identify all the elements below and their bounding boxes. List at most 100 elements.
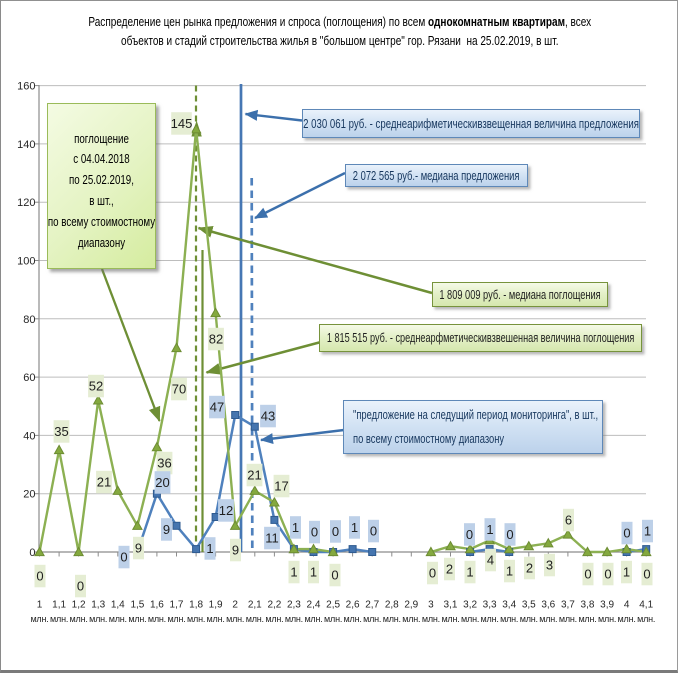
- svg-text:1: 1: [206, 541, 213, 556]
- svg-text:9: 9: [232, 543, 239, 558]
- svg-text:160: 160: [17, 81, 35, 93]
- svg-text:6: 6: [565, 513, 572, 528]
- svg-text:1,1: 1,1: [52, 600, 66, 611]
- svg-text:4: 4: [487, 553, 494, 568]
- svg-text:21: 21: [97, 475, 111, 490]
- svg-text:3,2: 3,2: [463, 600, 477, 611]
- svg-text:3: 3: [428, 600, 434, 611]
- svg-text:0: 0: [29, 547, 35, 559]
- svg-text:0: 0: [36, 569, 43, 584]
- svg-text:2,5: 2,5: [326, 600, 340, 611]
- svg-text:145: 145: [171, 116, 193, 131]
- svg-text:140: 140: [17, 139, 35, 151]
- svg-text:20: 20: [155, 475, 169, 490]
- svg-text:0: 0: [77, 579, 84, 594]
- svg-text:млн.: млн.: [70, 614, 88, 624]
- svg-text:52: 52: [89, 379, 103, 394]
- svg-text:млн.: млн.: [520, 614, 538, 624]
- svg-text:40: 40: [23, 430, 35, 442]
- svg-text:9: 9: [163, 522, 170, 537]
- svg-text:1: 1: [623, 565, 630, 580]
- svg-text:млн.: млн.: [324, 614, 342, 624]
- svg-text:2,8: 2,8: [385, 600, 399, 611]
- svg-text:млн.: млн.: [500, 614, 518, 624]
- svg-text:млн.: млн.: [344, 614, 362, 624]
- svg-text:млн.: млн.: [383, 614, 401, 624]
- svg-text:1,6: 1,6: [150, 600, 164, 611]
- svg-text:4: 4: [624, 600, 630, 611]
- svg-text:2,2: 2,2: [267, 600, 281, 611]
- svg-text:1,7: 1,7: [170, 600, 184, 611]
- svg-text:1: 1: [292, 520, 299, 535]
- svg-text:2,9: 2,9: [404, 600, 418, 611]
- svg-text:млн.: млн.: [89, 614, 107, 624]
- svg-text:1,8: 1,8: [189, 600, 203, 611]
- svg-text:3,5: 3,5: [522, 600, 536, 611]
- svg-text:3,6: 3,6: [541, 600, 555, 611]
- svg-text:млн.: млн.: [559, 614, 577, 624]
- svg-text:36: 36: [157, 456, 171, 471]
- svg-text:млн.: млн.: [578, 614, 596, 624]
- svg-text:2,4: 2,4: [307, 600, 321, 611]
- svg-text:1,5: 1,5: [130, 600, 144, 611]
- svg-text:млн.: млн.: [304, 614, 322, 624]
- svg-text:60: 60: [23, 372, 35, 384]
- svg-text:47: 47: [210, 400, 224, 415]
- svg-text:1,4: 1,4: [111, 600, 125, 611]
- svg-text:35: 35: [54, 424, 68, 439]
- svg-text:млн.: млн.: [637, 614, 655, 624]
- svg-text:3,7: 3,7: [561, 600, 575, 611]
- svg-text:млн.: млн.: [187, 614, 205, 624]
- svg-text:43: 43: [261, 409, 275, 424]
- svg-text:млн.: млн.: [481, 614, 499, 624]
- svg-text:1: 1: [351, 520, 358, 535]
- svg-text:2,1: 2,1: [248, 600, 262, 611]
- svg-text:1,2: 1,2: [72, 600, 86, 611]
- svg-text:70: 70: [172, 382, 186, 397]
- svg-text:млн.: млн.: [207, 614, 225, 624]
- svg-text:11: 11: [265, 531, 279, 546]
- svg-text:1: 1: [486, 522, 493, 537]
- svg-text:0: 0: [370, 524, 377, 539]
- svg-text:млн.: млн.: [246, 614, 264, 624]
- svg-text:1: 1: [506, 564, 513, 579]
- svg-text:млн.: млн.: [461, 614, 479, 624]
- svg-text:0: 0: [332, 524, 339, 539]
- svg-text:3,4: 3,4: [502, 600, 516, 611]
- svg-text:0: 0: [120, 550, 127, 565]
- svg-text:млн.: млн.: [441, 614, 459, 624]
- svg-text:млн.: млн.: [148, 614, 166, 624]
- svg-text:млн.: млн.: [226, 614, 244, 624]
- svg-text:2: 2: [446, 562, 453, 577]
- svg-text:80: 80: [23, 314, 35, 326]
- svg-text:0: 0: [643, 567, 650, 582]
- svg-text:21: 21: [247, 468, 261, 483]
- svg-text:млн.: млн.: [363, 614, 381, 624]
- svg-text:млн.: млн.: [422, 614, 440, 624]
- svg-text:3,3: 3,3: [483, 600, 497, 611]
- svg-text:0: 0: [506, 527, 513, 542]
- svg-text:млн.: млн.: [167, 614, 185, 624]
- svg-text:1,3: 1,3: [91, 600, 105, 611]
- svg-text:0: 0: [466, 527, 473, 542]
- svg-text:0: 0: [311, 525, 318, 540]
- svg-text:1: 1: [290, 565, 297, 580]
- svg-text:12: 12: [219, 503, 233, 518]
- svg-text:1: 1: [644, 524, 651, 539]
- svg-text:1: 1: [310, 565, 317, 580]
- svg-text:млн.: млн.: [30, 614, 48, 624]
- svg-text:млн.: млн.: [598, 614, 616, 624]
- svg-text:млн.: млн.: [618, 614, 636, 624]
- svg-text:120: 120: [17, 197, 35, 209]
- svg-text:2: 2: [526, 561, 533, 576]
- svg-text:млн.: млн.: [265, 614, 283, 624]
- svg-text:9: 9: [135, 541, 142, 556]
- svg-text:2,3: 2,3: [287, 600, 301, 611]
- svg-text:0: 0: [623, 526, 630, 541]
- svg-text:4,1: 4,1: [639, 600, 653, 611]
- svg-text:млн.: млн.: [285, 614, 303, 624]
- svg-text:0: 0: [584, 567, 591, 582]
- svg-text:млн.: млн.: [128, 614, 146, 624]
- svg-text:1,9: 1,9: [209, 600, 223, 611]
- svg-text:0: 0: [429, 566, 436, 581]
